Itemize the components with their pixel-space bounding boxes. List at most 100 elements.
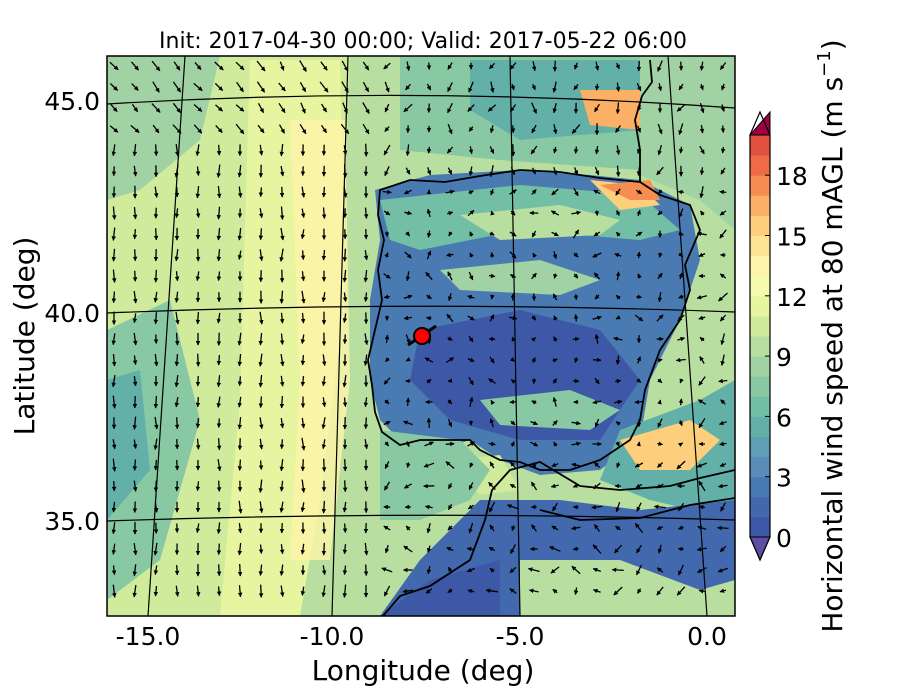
- wind-arrow: [279, 501, 285, 513]
- wind-arrow: [405, 144, 411, 157]
- x-tick-label: 0.0: [687, 622, 727, 651]
- wind-arrow: [195, 397, 201, 408]
- wind-arrow: [342, 501, 348, 513]
- wind-arrow: [509, 104, 517, 112]
- wind-arrow: [489, 567, 495, 573]
- wind-arrow: [720, 104, 726, 112]
- wind-arrow: [594, 61, 600, 71]
- wind-arrow: [636, 146, 642, 154]
- wind-arrow: [132, 249, 138, 262]
- wind-arrow: [490, 399, 496, 405]
- colorbar-tick-label: 15: [776, 223, 808, 252]
- wind-arrow: [552, 167, 558, 176]
- wind-arrow: [214, 61, 224, 71]
- wind-arrow: [236, 81, 244, 93]
- wind-arrow: [403, 315, 412, 321]
- wind-arrow: [216, 354, 222, 366]
- colorbar-tick-label: 12: [776, 283, 808, 312]
- wind-arrow: [550, 210, 560, 216]
- wind-arrow: [530, 145, 538, 155]
- wind-arrow: [657, 544, 663, 554]
- wind-arrow: [488, 481, 496, 491]
- wind-arrow: [153, 269, 159, 283]
- wind-arrow: [384, 166, 390, 177]
- y-tick-label: 40.0: [44, 299, 100, 328]
- wind-arrow: [132, 543, 138, 556]
- wind-arrow: [574, 357, 579, 363]
- wind-arrow: [447, 102, 453, 114]
- wind-arrow: [216, 164, 221, 178]
- wind-arrow: [446, 146, 454, 154]
- wind-arrow: [593, 189, 601, 195]
- wind-arrow: [364, 333, 369, 346]
- wind-arrow: [193, 82, 203, 92]
- wind-arrow: [259, 311, 264, 325]
- wind-arrow: [381, 567, 393, 573]
- meridian-5: [509, 56, 521, 616]
- wind-arrow: [592, 588, 601, 594]
- colorbar-segment: [750, 416, 770, 437]
- wind-arrow: [553, 441, 558, 447]
- wind-arrow: [678, 272, 683, 280]
- algeria-coast: [539, 497, 735, 521]
- wind-arrow: [153, 565, 159, 575]
- wind-arrow: [572, 336, 580, 342]
- wind-arrow: [216, 271, 222, 282]
- wind-arrow: [531, 524, 537, 532]
- wind-arrow: [511, 336, 516, 342]
- iberia-coast: [367, 169, 701, 471]
- colorbar-segment: [750, 295, 770, 317]
- wind-arrow: [509, 588, 517, 594]
- wind-arrow: [677, 314, 685, 322]
- wind-arrow: [237, 563, 243, 577]
- wind-arrow: [130, 124, 140, 134]
- wind-arrow: [132, 376, 138, 387]
- wind-arrow: [718, 378, 728, 384]
- wind-arrow: [111, 291, 117, 304]
- wind-arrow: [111, 227, 117, 241]
- wind-arrow: [509, 62, 517, 70]
- colorbar-segment: [750, 175, 770, 196]
- wind-arrow: [488, 501, 496, 513]
- wind-arrow: [259, 417, 264, 430]
- wind-arrow: [132, 584, 137, 598]
- colorbar-segment: [750, 496, 770, 518]
- wind-arrow: [195, 166, 201, 176]
- wind-arrow: [719, 62, 727, 70]
- wind-arrow: [132, 313, 138, 324]
- wind-arrow: [531, 189, 537, 195]
- wind-arrow: [720, 333, 726, 346]
- wind-arrow: [699, 103, 705, 114]
- wind-arrow: [509, 251, 517, 259]
- wind-arrow: [300, 375, 306, 387]
- wind-arrow: [384, 81, 390, 93]
- wind-arrow: [216, 206, 222, 220]
- wind-arrow: [698, 252, 706, 257]
- wind-arrow: [698, 315, 706, 320]
- wind-arrow: [132, 416, 138, 430]
- wind-arrow: [426, 315, 432, 321]
- wind-arrow: [488, 273, 496, 279]
- wind-arrow: [466, 546, 475, 552]
- wind-arrow: [594, 418, 600, 428]
- wind-arrow: [657, 123, 663, 135]
- wind-arrow: [448, 231, 453, 237]
- wind-arrow: [235, 61, 245, 71]
- wind-arrow: [615, 145, 621, 155]
- wind-arrow: [698, 480, 706, 492]
- wind-arrow: [405, 397, 411, 407]
- wind-arrow: [467, 589, 475, 594]
- wind-arrow: [719, 210, 727, 216]
- wind-arrow: [593, 462, 601, 468]
- wind-arrow: [172, 124, 182, 134]
- wind-arrow: [445, 441, 455, 447]
- wind-arrow: [657, 272, 663, 280]
- wind-arrow: [531, 83, 536, 91]
- wind-arrow: [529, 441, 539, 447]
- wind-arrow: [720, 167, 726, 175]
- wind-arrow: [634, 462, 644, 468]
- wind-arrow: [678, 442, 684, 448]
- wind-arrow: [216, 543, 222, 555]
- wind-arrow: [553, 273, 558, 279]
- wind-arrow: [615, 355, 621, 365]
